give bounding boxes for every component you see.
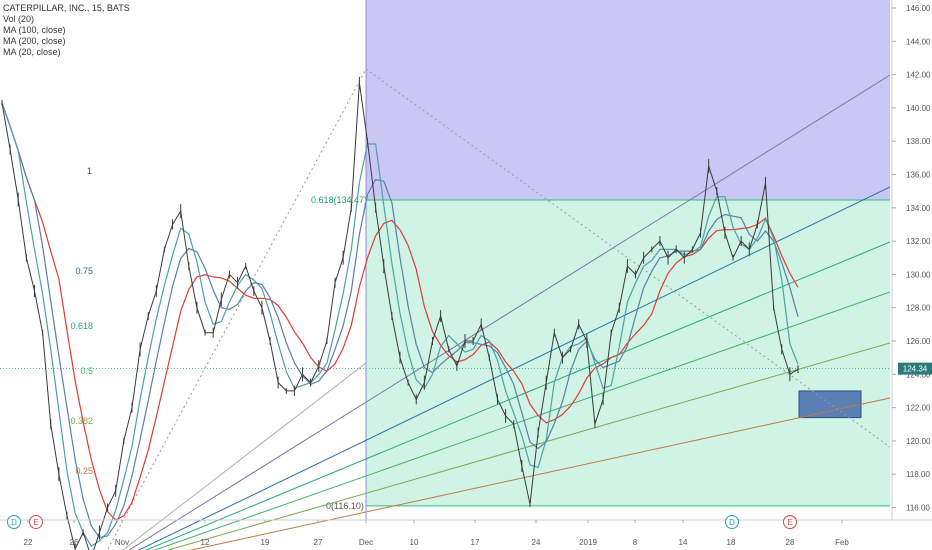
fib-label-5: 0.25 [75, 466, 93, 476]
fib-label-4: 0.382 [70, 416, 93, 426]
event-marker-label: E [33, 518, 38, 527]
event-marker-label: E [787, 518, 792, 527]
fib-label-2: 0.618 [70, 321, 93, 331]
event-marker-circle [29, 515, 43, 529]
y-tick-label: 122.00 [906, 404, 931, 413]
x-tick-label: 28 [786, 538, 795, 547]
event-marker-circle [7, 515, 21, 529]
fan-line-5 [189, 397, 891, 550]
fan-line-2 [144, 241, 891, 550]
y-tick-label: 140.00 [906, 104, 931, 113]
x-tick-label: 27 [314, 538, 323, 547]
fib-label-1: 0.75 [75, 266, 93, 276]
x-tick-label: Feb [835, 538, 849, 547]
x-tick-label: 8 [633, 538, 638, 547]
y-tick-label: 136.00 [906, 171, 931, 180]
y-tick-label: 144.00 [906, 37, 931, 46]
x-tick-label: 19 [261, 538, 270, 547]
y-tick-label: 132.00 [906, 237, 931, 246]
y-tick-label: 138.00 [906, 137, 931, 146]
ma-200-line [1, 102, 799, 521]
x-tick-label: Nov [115, 538, 129, 547]
fan-line-3 [153, 291, 891, 550]
ma-100-line [1, 102, 799, 539]
x-tick-label: 18 [727, 538, 736, 547]
fib-zones: 0.618(134.47) 0(116.10) [0, 0, 890, 520]
x-tick-label: Dec [359, 538, 373, 547]
y-tick-label: 120.00 [906, 437, 931, 446]
fan-line-4 [166, 342, 891, 550]
gann-fan-lines [106, 68, 891, 550]
x-tick-label: 17 [471, 538, 480, 547]
chart-legend: CATERPILLAR, INC., 15, BATS Vol (20) MA … [3, 3, 130, 58]
upper-zone-label: 0.618(134.47) [311, 195, 367, 205]
event-marker-label: D [11, 518, 17, 527]
fib-label-3: 0.5 [80, 366, 93, 376]
x-tick-label: 14 [679, 538, 688, 547]
y-tick-label: 146.00 [906, 4, 931, 13]
target-box [798, 390, 862, 419]
event-marker-circle [725, 515, 739, 529]
current-price-text: 124.34 [903, 365, 928, 374]
y-tick-label: 130.00 [906, 270, 931, 279]
ma-20-line [1, 102, 799, 548]
x-tick-label: 26 [70, 538, 79, 547]
legend-vol[interactable]: Vol (20) [3, 14, 35, 24]
legend-ma20[interactable]: MA (20, close) [3, 47, 61, 57]
moving-averages [1, 102, 799, 548]
y-tick-label: 142.00 [906, 71, 931, 80]
y-tick-label: 118.00 [906, 470, 930, 479]
x-tick-label: 2019 [579, 538, 597, 547]
event-marker-circle [783, 515, 797, 529]
y-tick-label: 126.00 [906, 337, 931, 346]
lower-zone-label: 0(116.10) [326, 501, 364, 511]
fan-line-6 [122, 362, 367, 550]
current-price-tag [898, 362, 932, 375]
x-tick-label: 24 [532, 538, 541, 547]
upper-fib-zone [366, 0, 890, 200]
price-series [1, 76, 799, 550]
y-tick-label: 116.00 [906, 504, 930, 513]
x-tick-label: 12 [201, 538, 210, 547]
event-marker-label: D [729, 518, 735, 527]
x-tick-label: 10 [410, 538, 419, 547]
x-tick-label: 22 [24, 538, 33, 547]
y-tick-label: 128.00 [906, 304, 931, 313]
legend-ma200[interactable]: MA (200, close) [3, 36, 66, 46]
y-tick-label: 134.00 [906, 204, 931, 213]
trend-dotted-up [106, 68, 367, 550]
fib-label-0: 1 [87, 166, 92, 176]
legend-title[interactable]: CATERPILLAR, INC., 15, BATS [3, 3, 130, 13]
fan-line-0 [128, 74, 891, 550]
legend-ma100[interactable]: MA (100, close) [3, 25, 66, 35]
y-tick-label: 124.00 [906, 370, 931, 379]
